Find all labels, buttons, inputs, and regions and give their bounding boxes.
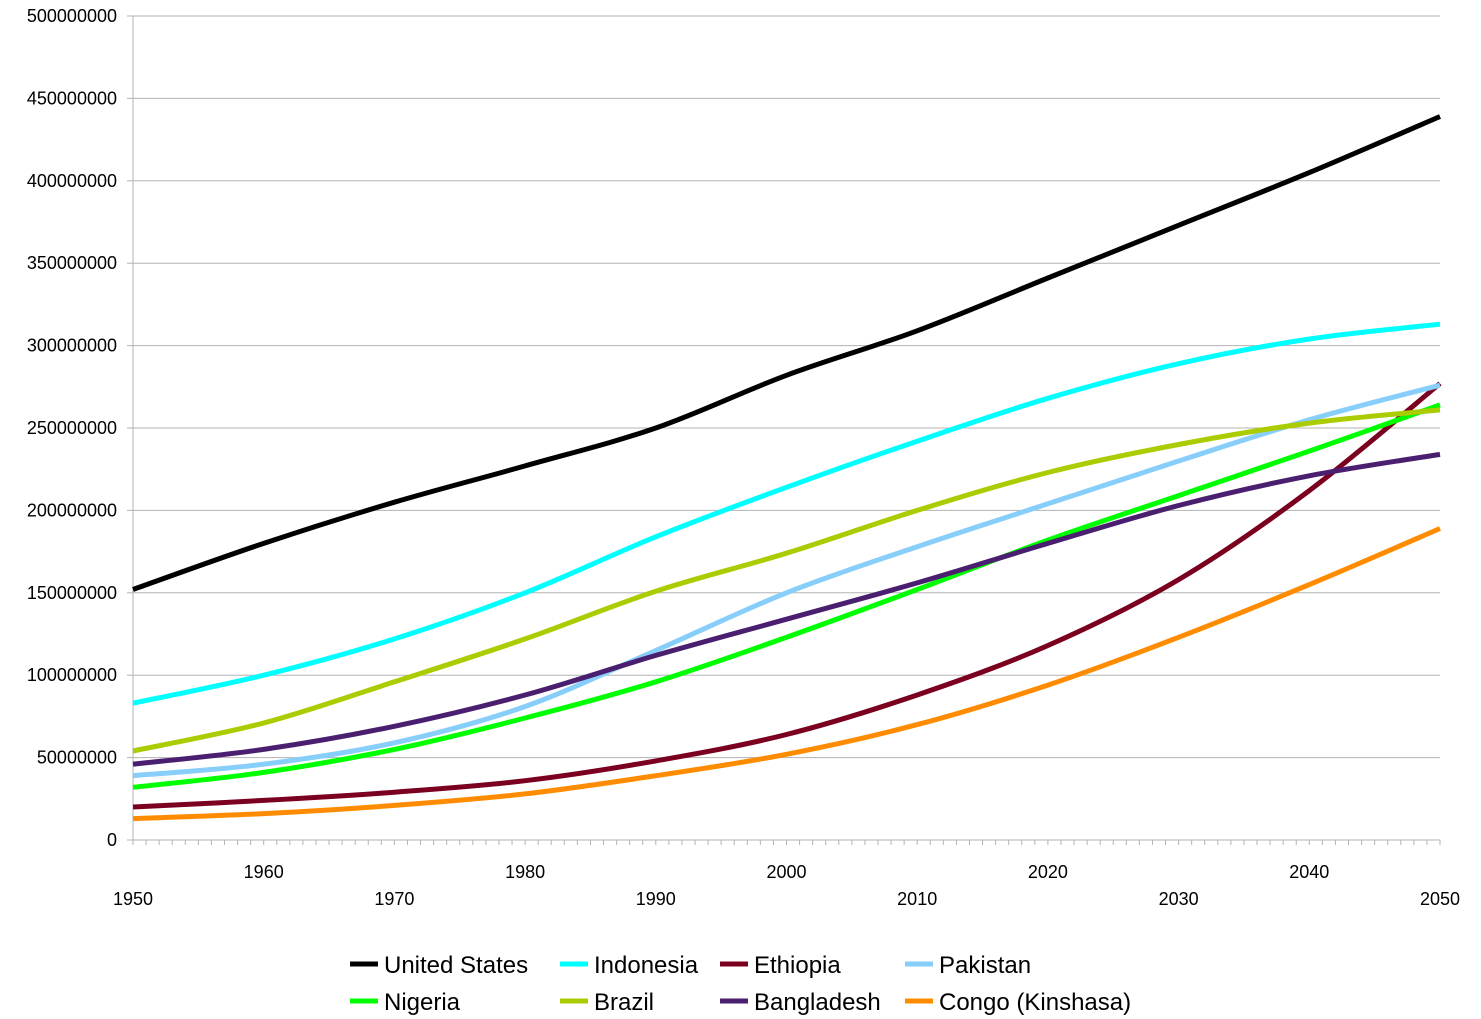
y-tick-label: 0 — [107, 830, 117, 850]
y-tick-label: 150000000 — [27, 583, 117, 603]
x-tick-label: 1990 — [636, 889, 676, 909]
series-line-united-states — [132, 114, 1441, 592]
y-tick-labels: 0 50000000 100000000 150000000 200000000 2500… — [27, 6, 117, 850]
legend-item-indonesia: Indonesia — [560, 952, 699, 979]
legend-label: Ethiopia — [754, 952, 841, 979]
series-line-indonesia — [132, 321, 1441, 706]
y-tick-label: 50000000 — [37, 748, 117, 768]
series-line-nigeria — [132, 402, 1441, 790]
legend-label: Bangladesh — [754, 989, 881, 1016]
x-tick-labels: 1950 1960 1970 1980 1990 2000 2010 2020 2030 2040… — [113, 862, 1460, 909]
x-tick-label: 1970 — [374, 889, 414, 909]
y-tick-label: 450000000 — [27, 88, 117, 108]
y-tick-label: 250000000 — [27, 418, 117, 438]
legend-item-ethiopia: Ethiopia — [720, 952, 841, 979]
x-tick-label: 2050 — [1420, 889, 1460, 909]
legend-item-pakistan: Pakistan — [905, 952, 1031, 979]
y-tick-label: 100000000 — [27, 665, 117, 685]
legend-label: Pakistan — [939, 952, 1031, 979]
x-tick-label: 2030 — [1159, 889, 1199, 909]
legend-item-united-states: United States — [350, 952, 528, 979]
x-tick-label: 2020 — [1028, 862, 1068, 882]
series-line-ethiopia — [132, 381, 1442, 810]
series-line-congo-kinshasa — [132, 526, 1441, 822]
y-tick-label: 300000000 — [27, 336, 117, 356]
x-tick-label: 2010 — [897, 889, 937, 909]
legend-label: Congo (Kinshasa) — [939, 989, 1131, 1016]
legend-label: Brazil — [594, 989, 654, 1016]
y-tick-label: 200000000 — [27, 500, 117, 520]
x-tick-label: 2040 — [1289, 862, 1329, 882]
x-tick-label: 2000 — [766, 862, 806, 882]
legend-item-bangladesh: Bangladesh — [720, 989, 881, 1016]
legend-item-brazil: Brazil — [560, 989, 654, 1016]
legend-item-congo-kinshasa: Congo (Kinshasa) — [905, 989, 1131, 1016]
series-line-pakistan — [132, 382, 1441, 779]
series-line-bangladesh — [132, 451, 1441, 767]
y-tick-label: 350000000 — [27, 253, 117, 273]
y-tick-label: 400000000 — [27, 171, 117, 191]
legend-label: United States — [384, 952, 528, 979]
legend-label: Indonesia — [594, 952, 699, 979]
x-tick-label: 1960 — [244, 862, 284, 882]
legend-item-nigeria: Nigeria — [350, 989, 461, 1016]
series-line-brazil — [132, 407, 1441, 754]
x-tick-label: 1980 — [505, 862, 545, 882]
x-tick-label: 1950 — [113, 889, 153, 909]
legend-label: Nigeria — [384, 989, 461, 1016]
series-lines — [132, 114, 1442, 822]
y-tick-label: 500000000 — [27, 6, 117, 26]
legend: United States Indonesia Ethiopia Pakistan Ni… — [350, 952, 1131, 1016]
